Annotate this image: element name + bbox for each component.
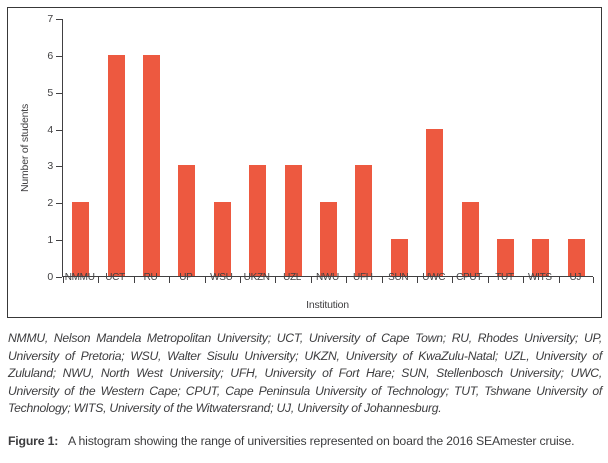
bar-tut: [497, 239, 514, 276]
plot-area: 0 1 2 3 4 5 6 7: [47, 13, 594, 283]
bar-cput: [461, 202, 479, 276]
bar-ru: [143, 54, 160, 276]
bar-uj: [567, 239, 585, 276]
x-category-label-sun: SUN: [388, 272, 409, 283]
x-tick-mark: [63, 277, 64, 283]
x-tick-mark: [559, 277, 560, 283]
y-tick-label: 4: [47, 123, 53, 136]
y-tick-mark: [56, 240, 62, 242]
y-tick-mark: [56, 129, 62, 131]
x-category-label-uj: UJ: [569, 272, 582, 283]
bar-wsu: [213, 202, 231, 276]
y-tick-mark: [56, 19, 62, 20]
x-axis-title: Institution: [306, 299, 349, 311]
x-tick-mark: [593, 277, 594, 283]
y-tick-mark: [56, 92, 62, 94]
bar-ufh: [355, 165, 373, 276]
bar-ukzn: [249, 165, 267, 276]
abbreviation-footnote: NMMU, Nelson Mandela Metropolitan Univer…: [8, 331, 602, 415]
y-axis-title: Number of students: [19, 103, 31, 193]
figure-caption: Figure 1: A histogram showing the range …: [8, 432, 602, 450]
bar-sun: [390, 239, 408, 276]
x-tick-mark: [169, 277, 170, 283]
x-tick-mark: [205, 277, 206, 283]
bar-up: [178, 165, 196, 276]
x-category-label-nwu: NWU: [316, 272, 339, 283]
bar-uwc: [426, 128, 444, 276]
y-tick-mark: [56, 55, 62, 57]
y-tick-label: 2: [47, 197, 53, 210]
x-category-label-cput: CPUT: [456, 272, 483, 283]
x-tick-mark: [134, 277, 135, 283]
x-tick-mark: [275, 277, 276, 283]
bar-nwu: [320, 202, 337, 276]
x-tick-mark: [382, 277, 383, 283]
x-category-label-ukzn: UKZN: [243, 272, 270, 283]
x-category-label-ufh: UFH: [353, 272, 373, 283]
x-tick-mark: [311, 277, 312, 283]
x-tick-mark: [488, 277, 489, 283]
x-tick-mark: [98, 277, 99, 283]
x-category-label-uzl: UZL: [283, 272, 302, 283]
bar-wits: [532, 239, 550, 276]
x-category-label-uct: UCT: [105, 272, 125, 283]
x-tick-mark: [346, 277, 347, 283]
x-tick-mark: [417, 277, 418, 283]
x-category-label-wsu: WSU: [210, 272, 233, 283]
y-tick-mark: [56, 166, 62, 168]
bar-uct: [107, 54, 125, 276]
bar-nmmu: [72, 202, 90, 276]
figure-caption-text: A histogram showing the range of univers…: [68, 434, 575, 448]
x-category-label-up: UP: [179, 272, 193, 283]
figure-caption-label: Figure 1:: [8, 434, 59, 448]
x-category-label-uwc: UWC: [422, 272, 446, 283]
bar-uzl: [284, 165, 302, 276]
y-tick-mark: [56, 277, 62, 278]
x-tick-mark: [523, 277, 524, 283]
y-tick-label: 5: [47, 86, 53, 99]
x-category-label-tut: TUT: [495, 272, 514, 283]
x-category-label-nmmu: NMMU: [64, 272, 95, 283]
y-tick-label: 0: [47, 271, 53, 283]
y-tick-mark: [56, 203, 62, 205]
chart-panel: Number of students 0 1 2 3 4 5 6 7 NMMU UCT RU UP W…: [7, 7, 602, 318]
x-category-label-wits: WITS: [527, 272, 552, 283]
y-tick-label: 1: [47, 234, 53, 247]
x-category-label-ru: RU: [143, 272, 158, 283]
x-tick-mark: [240, 277, 241, 283]
x-tick-mark: [452, 277, 453, 283]
y-tick-label: 3: [47, 160, 53, 173]
y-tick-label: 6: [47, 49, 53, 62]
y-tick-label: 7: [47, 13, 53, 25]
